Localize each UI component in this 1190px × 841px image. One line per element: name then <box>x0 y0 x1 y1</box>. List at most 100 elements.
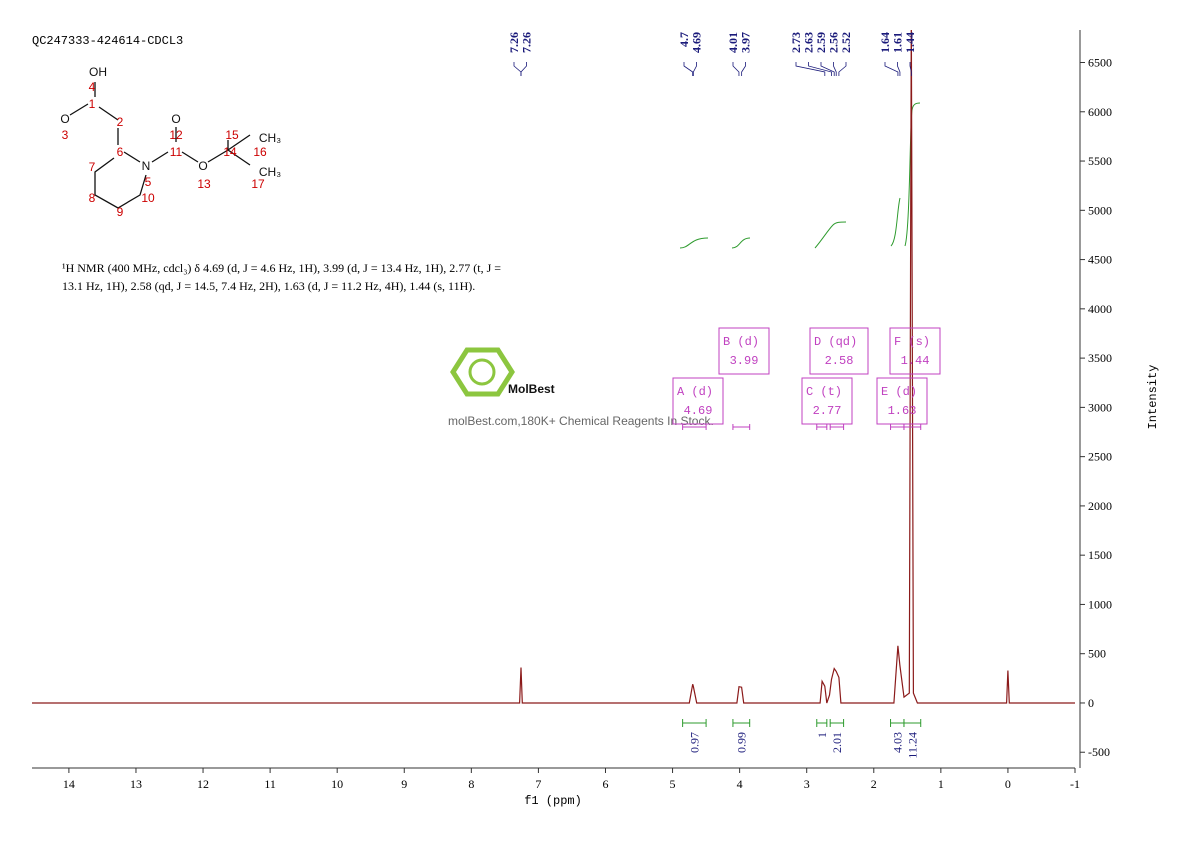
structure-label: O <box>60 112 69 126</box>
y-tick-label: 2500 <box>1088 450 1112 464</box>
peak-label: 4.01 <box>726 32 740 53</box>
x-tick-label: 0 <box>1005 777 1011 791</box>
x-tick-label: 5 <box>670 777 676 791</box>
multiplet-range <box>732 424 751 430</box>
multiplet-label: C (t) <box>806 385 842 399</box>
y-tick-label: 500 <box>1088 647 1106 661</box>
integral-value: 0.97 <box>687 732 701 753</box>
structure-label: 7 <box>89 160 96 174</box>
y-tick-label: 6500 <box>1088 56 1112 70</box>
integral-value: 2.01 <box>830 732 844 753</box>
y-tick-label: 2000 <box>1088 499 1112 513</box>
structure-label: 8 <box>89 191 96 205</box>
structure-label: 13 <box>197 177 211 191</box>
y-tick-label: 3500 <box>1088 351 1112 365</box>
structure-label: CH₃ <box>259 165 281 179</box>
x-tick-label: 3 <box>804 777 810 791</box>
multiplet-shift: 1.44 <box>901 354 930 368</box>
integral-range <box>816 719 828 727</box>
structure-label: 3 <box>62 128 69 142</box>
structure-label: 1 <box>89 97 96 111</box>
chart-title: QC247333-424614-CDCL3 <box>32 34 183 48</box>
y-tick-label: 1000 <box>1088 597 1112 611</box>
peak-connector <box>909 62 912 76</box>
peak-label: 7.26 <box>507 32 521 53</box>
multiplet-label: A (d) <box>677 385 713 399</box>
multiplet-box <box>718 327 770 375</box>
y-tick-label: 6000 <box>1088 105 1112 119</box>
y-tick-label: 1500 <box>1088 548 1112 562</box>
structure-label: 17 <box>251 177 265 191</box>
peak-connector <box>884 62 899 76</box>
peak-label: 2.52 <box>839 32 853 53</box>
structure-label: 15 <box>225 128 239 142</box>
x-tick-label: 9 <box>401 777 407 791</box>
multiplet-shift: 4.69 <box>684 404 713 418</box>
multiplet-label: E (d) <box>881 385 917 399</box>
peak-connector <box>513 62 522 76</box>
peak-label: 3.97 <box>739 32 753 53</box>
y-tick-label: 5000 <box>1088 203 1112 217</box>
peak-label: 2.73 <box>789 32 803 53</box>
peak-connector <box>820 62 835 76</box>
multiplet-shift: 3.99 <box>730 354 759 368</box>
peak-connector <box>692 62 697 76</box>
structure-label: N <box>142 159 151 173</box>
integral-value: 0.99 <box>734 732 748 753</box>
description: ¹H NMR (400 MHz, cdcl₃) δ 4.69 (d, J = 4… <box>62 261 501 275</box>
peak-label: 7.26 <box>520 32 534 53</box>
y-tick-label: 4000 <box>1088 302 1112 316</box>
y-tick-label: -500 <box>1088 745 1110 759</box>
peak-connector <box>520 62 527 76</box>
structure-label: 4 <box>89 80 96 94</box>
x-tick-label: 14 <box>63 777 75 791</box>
peak-label: 4.69 <box>690 32 704 53</box>
peak-connector <box>732 62 740 76</box>
watermark: MolBest <box>508 382 555 396</box>
peak-label: 1.64 <box>878 32 892 53</box>
peak-label: 4.7 <box>677 32 691 47</box>
multiplet-range <box>682 424 707 430</box>
multiplet-shift: 2.58 <box>825 354 854 368</box>
integral-value: 4.03 <box>890 732 904 753</box>
structure-label: 14 <box>223 145 237 159</box>
spectrum <box>32 30 1075 704</box>
integral-curves <box>679 102 921 249</box>
x-tick-label: 2 <box>871 777 877 791</box>
multiplet-range <box>829 424 845 430</box>
peak-label: 1.61 <box>891 32 905 53</box>
peak-connector <box>808 62 832 76</box>
multiplet-box <box>672 377 724 425</box>
description: 13.1 Hz, 1H), 2.58 (qd, J = 14.5, 7.4 Hz… <box>62 279 475 293</box>
peak-label: 1.44 <box>903 32 917 53</box>
structure-label: 6 <box>117 145 124 159</box>
structure <box>69 82 251 209</box>
x-tick-label: 8 <box>468 777 474 791</box>
structure-label: 5 <box>145 175 152 189</box>
structure-label: O <box>198 159 207 173</box>
multiplet-range <box>816 424 828 430</box>
x-tick-label: 10 <box>331 777 343 791</box>
integral-value: 1 <box>815 732 829 738</box>
integral-range <box>829 719 845 727</box>
x-tick-label: 12 <box>197 777 209 791</box>
structure-label: O <box>171 112 180 126</box>
x-tick-label: 7 <box>535 777 541 791</box>
peak-connector <box>833 62 837 76</box>
x-tick-label: -1 <box>1070 777 1080 791</box>
multiplet-box <box>889 327 941 375</box>
y-tick-label: 3000 <box>1088 400 1112 414</box>
peak-label: 2.59 <box>814 32 828 53</box>
x-axis-label: f1 (ppm) <box>524 794 582 808</box>
x-tick-label: 1 <box>938 777 944 791</box>
x-tick-label: 6 <box>602 777 608 791</box>
peak-connector <box>897 62 901 76</box>
structure-label: 9 <box>117 205 124 219</box>
multiplet-shift: 2.77 <box>813 404 842 418</box>
structure-label: 11 <box>170 145 183 159</box>
integral-range <box>903 719 922 727</box>
x-tick-label: 13 <box>130 777 142 791</box>
multiplet-range <box>890 424 905 430</box>
y-axis-label: Intensity <box>1146 365 1160 430</box>
integral-range <box>682 719 707 727</box>
